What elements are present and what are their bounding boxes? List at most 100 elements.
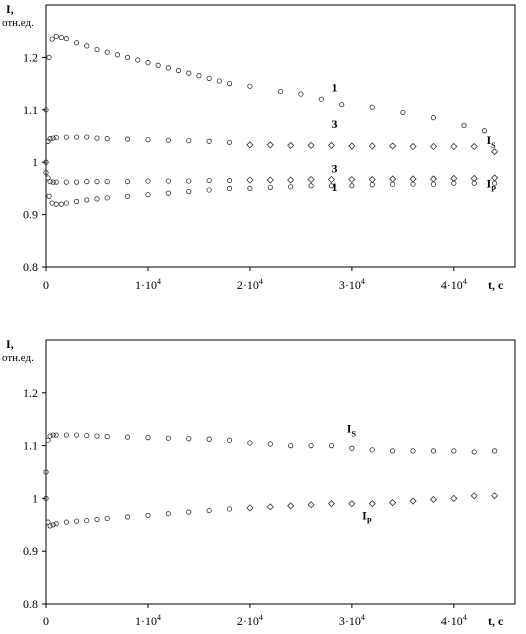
data-point [63,179,69,185]
data-point [470,492,478,500]
data-point [53,179,59,185]
data-point [63,519,69,525]
series-2 [43,495,233,529]
data-point [186,509,192,515]
data-point [389,499,397,507]
data-point [73,432,80,438]
data-point [47,523,53,529]
data-point [246,176,254,184]
y-tick-label: 0.9 [23,208,38,222]
data-point [451,448,457,454]
data-point [451,180,457,186]
data-point [58,34,64,41]
data-point [104,136,110,142]
data-point [46,54,52,61]
data-point [84,134,90,140]
data-point [307,175,315,184]
data-point [186,70,192,76]
data-point [491,492,499,500]
data-point [43,159,49,165]
data-point [73,134,80,140]
curve-label: IP [362,509,372,526]
data-point [53,134,59,141]
data-point [491,174,499,182]
data-point [53,521,59,527]
data-point [410,448,416,454]
data-point [369,182,375,188]
data-point [165,137,171,143]
data-point [429,175,438,183]
data-point [226,506,233,512]
data-point [46,193,52,199]
data-point [429,142,438,151]
data-point [104,178,110,185]
data-point [165,435,171,441]
x-tick-label: 4·104 [441,277,467,292]
data-point [369,104,375,110]
data-point [186,138,192,144]
data-point [104,515,110,522]
data-point [196,73,202,79]
curve-label: IS [486,133,496,150]
x-tick-label: 2·104 [237,277,263,292]
data-point [84,197,90,203]
data-point [124,136,131,142]
data-point [73,40,80,46]
data-point [247,185,253,191]
data-point [165,511,171,517]
data-point [409,175,417,183]
curve-label: IP [486,176,496,193]
data-point [43,170,49,176]
data-point [94,46,100,53]
y-tick-label: 1 [32,155,38,169]
data-point [94,135,100,141]
data-point [216,78,222,84]
data-point [389,142,397,150]
data-point [430,448,437,454]
y-axis-label: I, [6,2,14,16]
data-point [368,175,376,184]
data-point [266,176,274,184]
data-point [327,175,336,184]
data-point [287,176,295,184]
data-point [471,180,477,186]
data-point [327,141,336,149]
data-point [349,445,355,451]
x-axis-label: t, c [488,278,504,292]
curve-label: 3 [331,162,337,176]
data-point [50,432,56,438]
x-tick-label: 0 [43,278,49,292]
data-point [491,148,499,156]
data-point [206,187,212,193]
data-point [124,434,131,440]
curve-label: IS [347,421,357,438]
curve-label: 1 [331,180,337,194]
data-point [53,33,59,40]
curve-label: 3 [331,117,337,131]
data-point [247,83,253,89]
data-point [84,43,90,49]
data-point [47,178,53,185]
data-point [226,177,233,184]
data-point [63,200,69,206]
data-point [206,436,212,442]
data-point [63,134,69,140]
data-point [226,437,233,443]
y-tick-label: 1.2 [23,50,38,64]
series-1 [43,432,498,475]
data-point [53,432,59,438]
series-1 [43,33,488,134]
data-point [410,181,416,187]
data-point [328,442,335,449]
data-point [50,522,56,528]
data-point [327,500,336,508]
x-tick-label: 4·104 [441,613,467,628]
data-point [450,174,458,183]
data-point [84,432,90,439]
data-point [58,201,64,207]
x-tick-label: 0 [43,614,49,628]
curve-label: 1 [331,80,337,94]
data-point [104,49,110,55]
data-point [368,500,376,508]
series-6 [43,170,498,207]
